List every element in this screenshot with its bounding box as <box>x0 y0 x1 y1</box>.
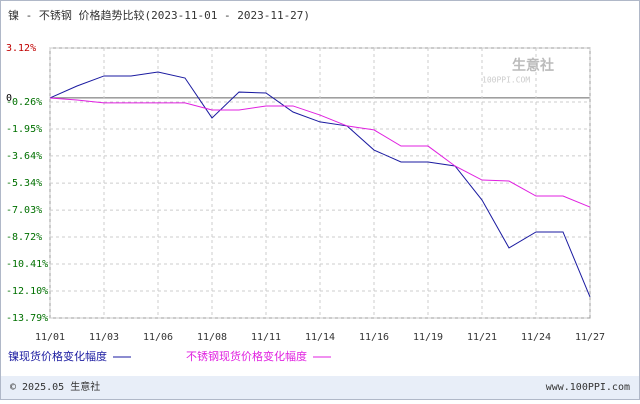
watermark-sub: 100PPI.COM <box>482 76 530 85</box>
x-tick-label: 11/03 <box>89 332 119 343</box>
footer-right: www.100PPI.com <box>546 382 630 393</box>
y-tick-label: -13.79% <box>6 313 48 324</box>
x-tick-label: 11/27 <box>575 332 605 343</box>
x-tick-label: 11/16 <box>359 332 389 343</box>
x-tick-label: 11/11 <box>251 332 281 343</box>
legend-label: 镍现货价格变化幅度 <box>8 349 107 363</box>
x-tick-label: 11/19 <box>413 332 443 343</box>
x-tick-label: 11/08 <box>197 332 227 343</box>
x-tick-label: 11/14 <box>305 332 335 343</box>
footer-left: © 2025.05 生意社 <box>10 380 100 393</box>
x-tick-label: 11/21 <box>467 332 497 343</box>
y-tick-label: -5.34% <box>6 178 42 189</box>
y-tick-label: -0.26% <box>6 97 42 108</box>
legend-label: 不锈钢现货价格变化幅度 <box>186 349 307 363</box>
y-tick-label: -8.72% <box>6 232 42 243</box>
chart-title: 镍 - 不锈钢 价格趋势比较(2023-11-01 - 2023-11-27) <box>8 8 310 22</box>
x-tick-label: 11/01 <box>35 332 65 343</box>
y-tick-label: -7.03% <box>6 205 42 216</box>
line-series <box>49 71 591 298</box>
y-tick-label: -12.10% <box>6 286 48 297</box>
x-tick-label: 11/24 <box>521 332 551 343</box>
line-series <box>49 97 591 208</box>
watermark: 生意社 <box>512 57 554 74</box>
y-tick-label: -3.64% <box>6 151 42 162</box>
footer-bar <box>1 376 639 399</box>
y-tick-label: -1.95% <box>6 124 42 135</box>
x-tick-label: 11/06 <box>143 332 173 343</box>
y-tick-label: 0 <box>6 93 12 104</box>
y-tick-label: -10.41% <box>6 259 48 270</box>
y-tick-label: 3.12% <box>6 43 36 54</box>
